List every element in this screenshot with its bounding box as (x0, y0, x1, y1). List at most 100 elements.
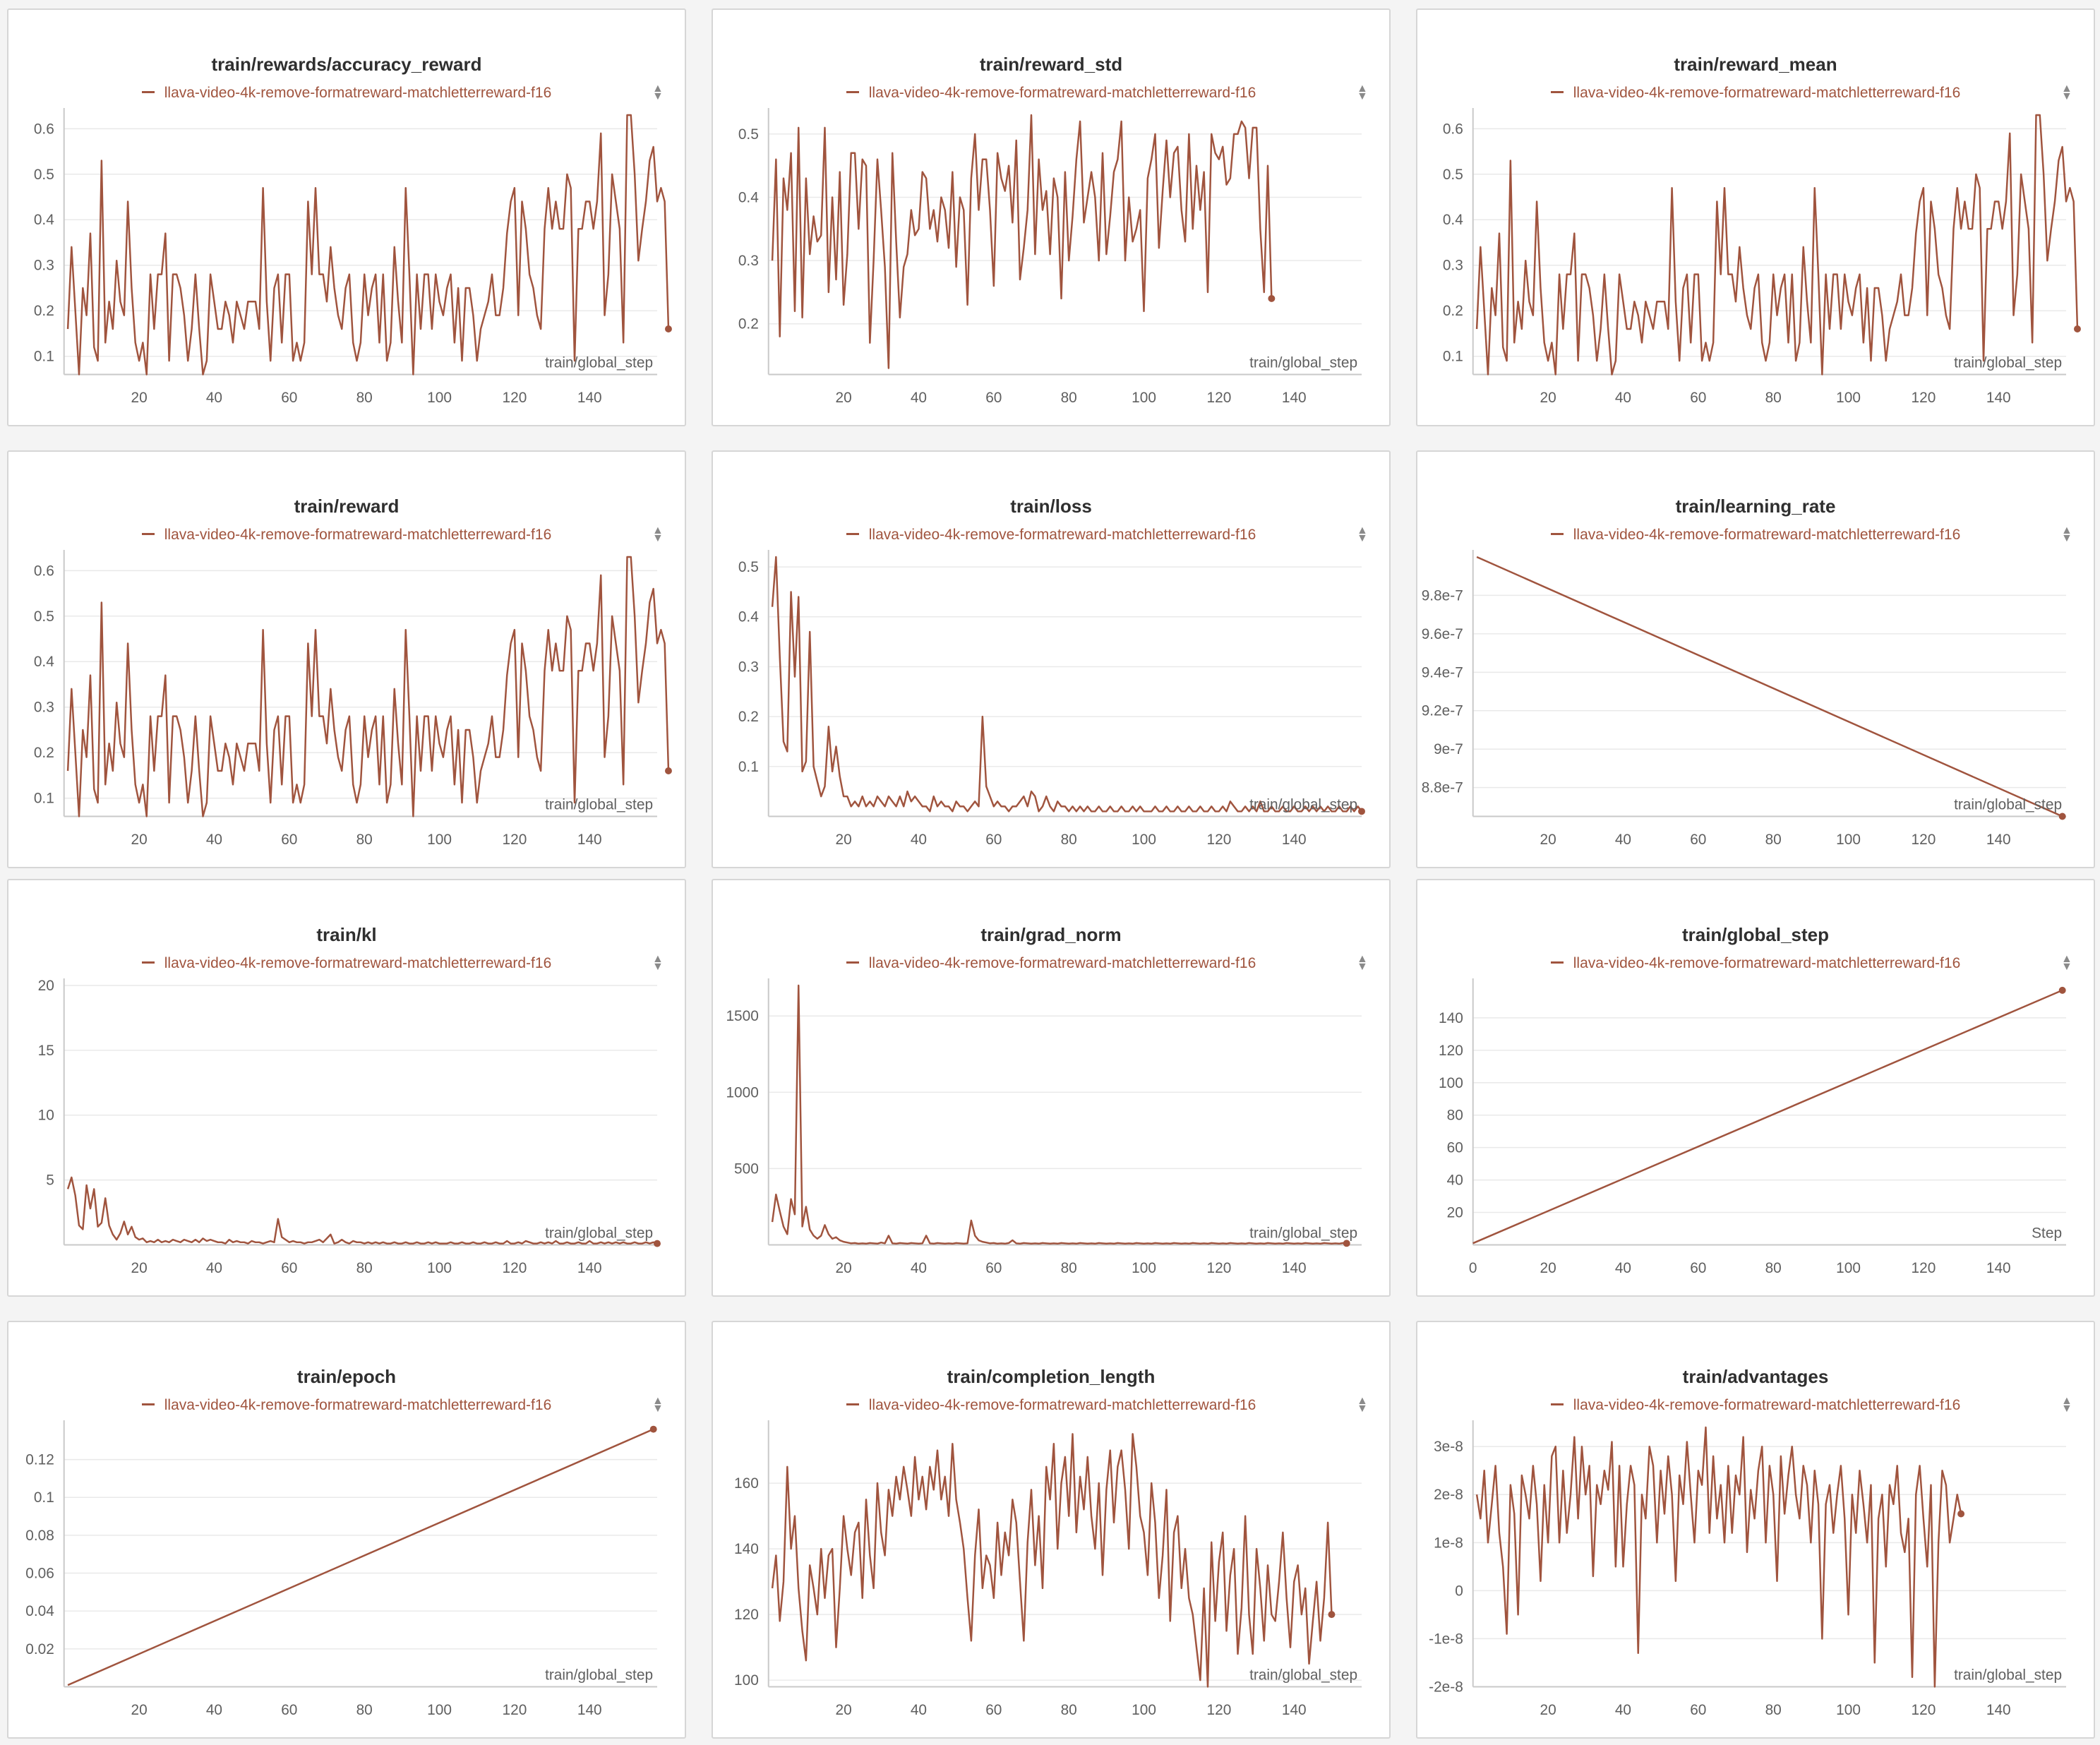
x-tick-label: 120 (1207, 1260, 1232, 1276)
chart-panel-train-epoch[interactable]: 0.02 0.04 0.06 0.08 0.1 0.12 20 40 60 80 100 120 140… (7, 1321, 686, 1739)
chart-panel-train-reward-mean[interactable]: 0.1 0.2 0.3 0.4 0.5 0.6 20 40 60 80 100 120 140 train… (1416, 8, 2095, 426)
y-tick-label: 10 (38, 1108, 54, 1124)
y-tick-label: 9.6e-7 (1422, 626, 1463, 642)
chart-panel-train-rewards-accuracy-reward[interactable]: 0.1 0.2 0.3 0.4 0.5 0.6 20 40 60 80 100 120 140 train… (7, 8, 686, 426)
y-tick-label: 3e-8 (1434, 1439, 1463, 1455)
x-tick-label: 140 (577, 1260, 602, 1276)
x-tick-label: 20 (1540, 1702, 1556, 1718)
chart-legend[interactable]: llava-video-4k-remove-formatreward-match… (1417, 527, 2094, 544)
x-tick-label: 40 (1615, 1702, 1631, 1718)
x-axis-label: train/global_step (1249, 1667, 1357, 1684)
x-tick-label: 100 (1132, 1260, 1156, 1276)
sort-arrows-icon[interactable]: ▲ ▼ (2061, 1395, 2072, 1415)
x-tick-label: 120 (1207, 832, 1232, 848)
sort-arrows-icon[interactable]: ▲ ▼ (652, 1395, 664, 1415)
chart-legend[interactable]: llava-video-4k-remove-formatreward-match… (1417, 1397, 2094, 1414)
line-chart: 0.1 0.2 0.3 0.4 0.5 20 40 60 80 100 120 140 train/gl… (738, 550, 1365, 848)
x-tick-label: 80 (1765, 1702, 1782, 1718)
legend-label: llava-video-4k-remove-formatreward-match… (164, 1397, 552, 1413)
sort-arrows-icon[interactable]: ▲ ▼ (2061, 83, 2072, 102)
y-tick-label: 9.8e-7 (1422, 587, 1463, 604)
y-tick-label: 0.4 (1443, 212, 1463, 228)
chart-panel-train-advantages[interactable]: -2e-8 -1e-8 0 1e-8 2e-8 3e-8 20 40 60 80 100 120 140… (1416, 1321, 2095, 1739)
y-tick-label: 0.6 (34, 563, 54, 579)
x-tick-label: 140 (1986, 1260, 2011, 1276)
sort-arrows-icon[interactable]: ▲ ▼ (652, 953, 664, 973)
sort-arrows-icon[interactable]: ▲ ▼ (2061, 953, 2072, 973)
y-tick-label: 0.4 (738, 189, 759, 205)
series-line[interactable] (1475, 1426, 1962, 1688)
line-chart: 5 10 15 20 20 40 60 80 100 120 140 train/global_ste… (38, 978, 661, 1276)
series-line[interactable] (66, 114, 670, 376)
sort-arrows-icon[interactable]: ▲ ▼ (1357, 83, 1368, 102)
x-tick-label: 120 (1912, 1702, 1936, 1718)
chart-legend[interactable]: llava-video-4k-remove-formatreward-match… (8, 1397, 685, 1414)
chart-panel-train-global-step[interactable]: 20 40 60 80 100 120 140 0 20 40 60 80 100 120 140 Step t… (1416, 879, 2095, 1297)
chart-panel-train-reward-std[interactable]: 0.2 0.3 0.4 0.5 20 40 60 80 100 120 140 train/globa… (712, 8, 1391, 426)
chart-legend[interactable]: llava-video-4k-remove-formatreward-match… (1417, 955, 2094, 972)
chart-panel-train-reward[interactable]: 0.1 0.2 0.3 0.4 0.5 0.6 20 40 60 80 100 120 140 train… (7, 450, 686, 868)
y-tick-label: 0.08 (25, 1528, 54, 1544)
chart-legend[interactable]: llava-video-4k-remove-formatreward-match… (713, 85, 1389, 102)
series-line[interactable] (67, 1428, 654, 1686)
chart-title: train/loss (1010, 496, 1092, 517)
x-tick-label: 20 (1540, 1260, 1556, 1276)
x-tick-label: 120 (1207, 390, 1232, 406)
x-tick-label: 60 (1690, 1260, 1706, 1276)
x-tick-label: 80 (1765, 832, 1782, 848)
chart-panel-train-grad-norm[interactable]: 500 1000 1500 20 40 60 80 100 120 140 train/global… (712, 879, 1391, 1297)
x-tick-label: 40 (911, 1260, 927, 1276)
x-tick-label: 140 (1282, 832, 1307, 848)
chart-panel-train-kl[interactable]: 5 10 15 20 20 40 60 80 100 120 140 train/global_ste… (7, 879, 686, 1297)
chart-legend[interactable]: llava-video-4k-remove-formatreward-match… (713, 527, 1389, 544)
sort-arrows-icon[interactable]: ▲ ▼ (652, 83, 664, 102)
x-tick-label: 20 (1540, 832, 1556, 848)
sort-arrows-icon[interactable]: ▲ ▼ (1357, 1395, 1368, 1415)
x-tick-label: 40 (206, 390, 222, 406)
series-line[interactable] (771, 114, 1273, 369)
legend-label: llava-video-4k-remove-formatreward-match… (868, 955, 1256, 971)
x-tick-label: 60 (1690, 390, 1706, 406)
sort-arrows-icon[interactable]: ▲ ▼ (2061, 524, 2072, 544)
line-chart: 20 40 60 80 100 120 140 0 20 40 60 80 100 120 140 Step (1439, 978, 2067, 1276)
x-tick-label: 100 (1132, 1702, 1156, 1718)
x-tick-label: 80 (1061, 832, 1077, 848)
x-axis-label: train/global_step (545, 1667, 653, 1684)
x-tick-label: 20 (835, 1702, 851, 1718)
chart-legend[interactable]: llava-video-4k-remove-formatreward-match… (713, 955, 1389, 972)
x-tick-label: 40 (1615, 832, 1631, 848)
y-tick-label: 0.4 (34, 212, 54, 228)
chart-legend[interactable]: llava-video-4k-remove-formatreward-match… (8, 527, 685, 544)
series-endpoint (2058, 986, 2066, 994)
y-tick-label: 1500 (726, 1008, 758, 1024)
series-line[interactable] (771, 1433, 1333, 1688)
x-tick-label: 100 (1836, 1260, 1861, 1276)
chart-legend[interactable]: llava-video-4k-remove-formatreward-match… (8, 85, 685, 102)
x-tick-label: 100 (427, 832, 452, 848)
y-tick-label: 0.5 (738, 126, 759, 143)
series-line[interactable] (1475, 114, 2079, 376)
series-line[interactable] (66, 1176, 658, 1245)
sort-arrows-icon[interactable]: ▲ ▼ (1357, 524, 1368, 544)
chart-panel-train-learning-rate[interactable]: 8.8e-7 9e-7 9.2e-7 9.4e-7 9.6e-7 9.8e-7 20 40 60… (1416, 450, 2095, 868)
y-tick-label: 0.1 (34, 1489, 54, 1506)
chart-legend[interactable]: llava-video-4k-remove-formatreward-match… (713, 1397, 1389, 1414)
series-line[interactable] (1472, 989, 2063, 1245)
series-line[interactable] (1476, 556, 2063, 817)
sort-arrows-icon[interactable]: ▲ ▼ (652, 524, 664, 544)
y-tick-label: 0.5 (738, 559, 759, 575)
chart-panel-train-loss[interactable]: 0.1 0.2 0.3 0.4 0.5 20 40 60 80 100 120 140 train/gl… (712, 450, 1391, 868)
x-tick-label: 20 (835, 1260, 851, 1276)
series-line[interactable] (771, 556, 1362, 812)
chart-panel-train-completion-length[interactable]: 100 120 140 160 20 40 60 80 100 120 140 train/globa… (712, 1321, 1391, 1739)
chart-legend[interactable]: llava-video-4k-remove-formatreward-match… (8, 955, 685, 972)
sort-arrows-icon[interactable]: ▲ ▼ (1357, 953, 1368, 973)
series-line[interactable] (66, 556, 670, 817)
legend-swatch (846, 90, 859, 93)
x-tick-label: 60 (985, 1260, 1002, 1276)
y-tick-label: 0.1 (34, 791, 54, 807)
x-tick-label: 120 (503, 832, 527, 848)
series-line[interactable] (771, 984, 1347, 1245)
x-tick-label: 20 (835, 832, 851, 848)
chart-legend[interactable]: llava-video-4k-remove-formatreward-match… (1417, 85, 2094, 102)
